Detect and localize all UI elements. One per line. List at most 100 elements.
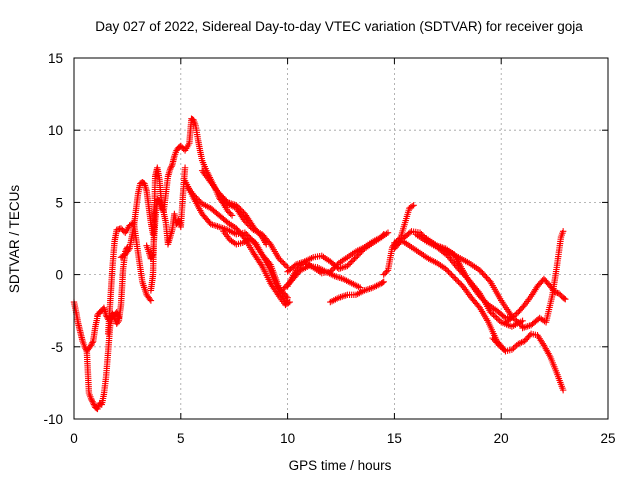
- data-point: [451, 274, 458, 281]
- data-point: [224, 207, 231, 215]
- data-point: [125, 246, 132, 254]
- data-point: [281, 261, 288, 268]
- data-point: [234, 203, 241, 210]
- data-point: [490, 311, 497, 319]
- data-point: [168, 163, 175, 170]
- data-point: [455, 278, 462, 286]
- data-point: [381, 269, 389, 277]
- data-point: [220, 194, 227, 202]
- data-point: [117, 225, 125, 232]
- data-marks: [70, 115, 569, 413]
- x-tick-label: 0: [70, 431, 78, 446]
- data-point: [485, 277, 493, 284]
- data-point: [280, 285, 287, 293]
- data-point: [516, 320, 523, 327]
- data-point: [90, 399, 97, 407]
- data-point: [442, 265, 449, 273]
- data-point: [235, 204, 243, 212]
- data-point: [278, 258, 286, 265]
- data-point: [227, 210, 234, 218]
- data-point: [216, 190, 223, 197]
- data-point: [146, 295, 154, 303]
- data-point: [114, 319, 121, 326]
- data-point: [110, 313, 118, 320]
- data-point: [456, 280, 464, 287]
- data-point: [285, 280, 293, 287]
- data-point: [557, 291, 564, 299]
- data-point: [233, 202, 240, 209]
- data-point: [406, 229, 414, 236]
- data-point: [513, 317, 520, 325]
- data-point: [166, 165, 174, 173]
- data-point: [241, 217, 249, 225]
- data-point: [119, 226, 126, 234]
- data-point: [181, 164, 189, 171]
- data-point: [331, 264, 338, 271]
- data-point: [241, 229, 249, 236]
- data-point: [97, 400, 104, 408]
- data-point: [559, 228, 567, 235]
- grid-lines: [74, 58, 608, 419]
- data-point: [384, 229, 392, 236]
- data-point: [88, 397, 95, 404]
- data-point: [357, 284, 364, 291]
- data-point: [514, 319, 522, 326]
- data-point: [89, 339, 96, 346]
- data-point: [493, 314, 500, 322]
- data-point: [280, 259, 287, 267]
- data-point: [379, 279, 386, 286]
- data-point: [351, 255, 358, 262]
- y-axis-label: SDTVAR / TECUs: [7, 185, 22, 294]
- data-point: [518, 339, 525, 346]
- y-tick-label: 15: [48, 51, 63, 66]
- data-point: [453, 277, 461, 284]
- data-point: [409, 203, 416, 210]
- data-point: [445, 268, 452, 275]
- data-point: [329, 265, 337, 273]
- data-point: [218, 193, 226, 200]
- x-axis-label: GPS time / hours: [289, 458, 392, 473]
- data-point: [513, 310, 520, 317]
- data-point: [487, 308, 494, 316]
- x-tick-label: 20: [494, 431, 509, 446]
- data-point: [555, 290, 563, 297]
- data-point: [275, 255, 283, 262]
- x-tick-label: 15: [387, 431, 402, 446]
- data-point: [383, 268, 390, 275]
- y-tick-label: 5: [55, 195, 63, 210]
- data-point: [147, 297, 155, 304]
- data-point: [282, 282, 290, 290]
- data-point: [526, 332, 534, 339]
- y-tick-label: 0: [55, 268, 63, 283]
- data-point: [349, 256, 357, 264]
- data-point: [89, 398, 96, 405]
- data-point: [284, 281, 291, 288]
- data-point: [511, 343, 519, 350]
- data-point: [475, 303, 482, 310]
- data-point: [228, 212, 236, 219]
- data-point: [355, 251, 362, 258]
- data-point: [380, 271, 387, 278]
- data-point: [448, 271, 455, 278]
- data-point: [443, 267, 451, 274]
- data-point: [348, 258, 355, 265]
- data-point: [257, 232, 264, 239]
- data-point: [519, 317, 526, 325]
- x-tick-label: 10: [280, 431, 295, 446]
- data-point: [347, 259, 354, 267]
- x-tick-label: 5: [177, 431, 185, 446]
- data-point: [284, 298, 291, 306]
- data-point: [344, 262, 351, 270]
- chart-title: Day 027 of 2022, Sidereal Day-to-day VTE…: [95, 19, 583, 34]
- data-point: [243, 230, 250, 238]
- y-tick-label: -10: [43, 412, 63, 427]
- data-point: [517, 321, 525, 329]
- data-point: [149, 252, 156, 260]
- data-point: [87, 342, 95, 349]
- plot-frame: [73, 57, 609, 420]
- data-point: [281, 284, 288, 291]
- data-point: [562, 295, 569, 303]
- data-point: [496, 317, 503, 325]
- axis-ticks: 0 5 10 15 20 25 -10 -5 0 5 10 15: [43, 51, 615, 446]
